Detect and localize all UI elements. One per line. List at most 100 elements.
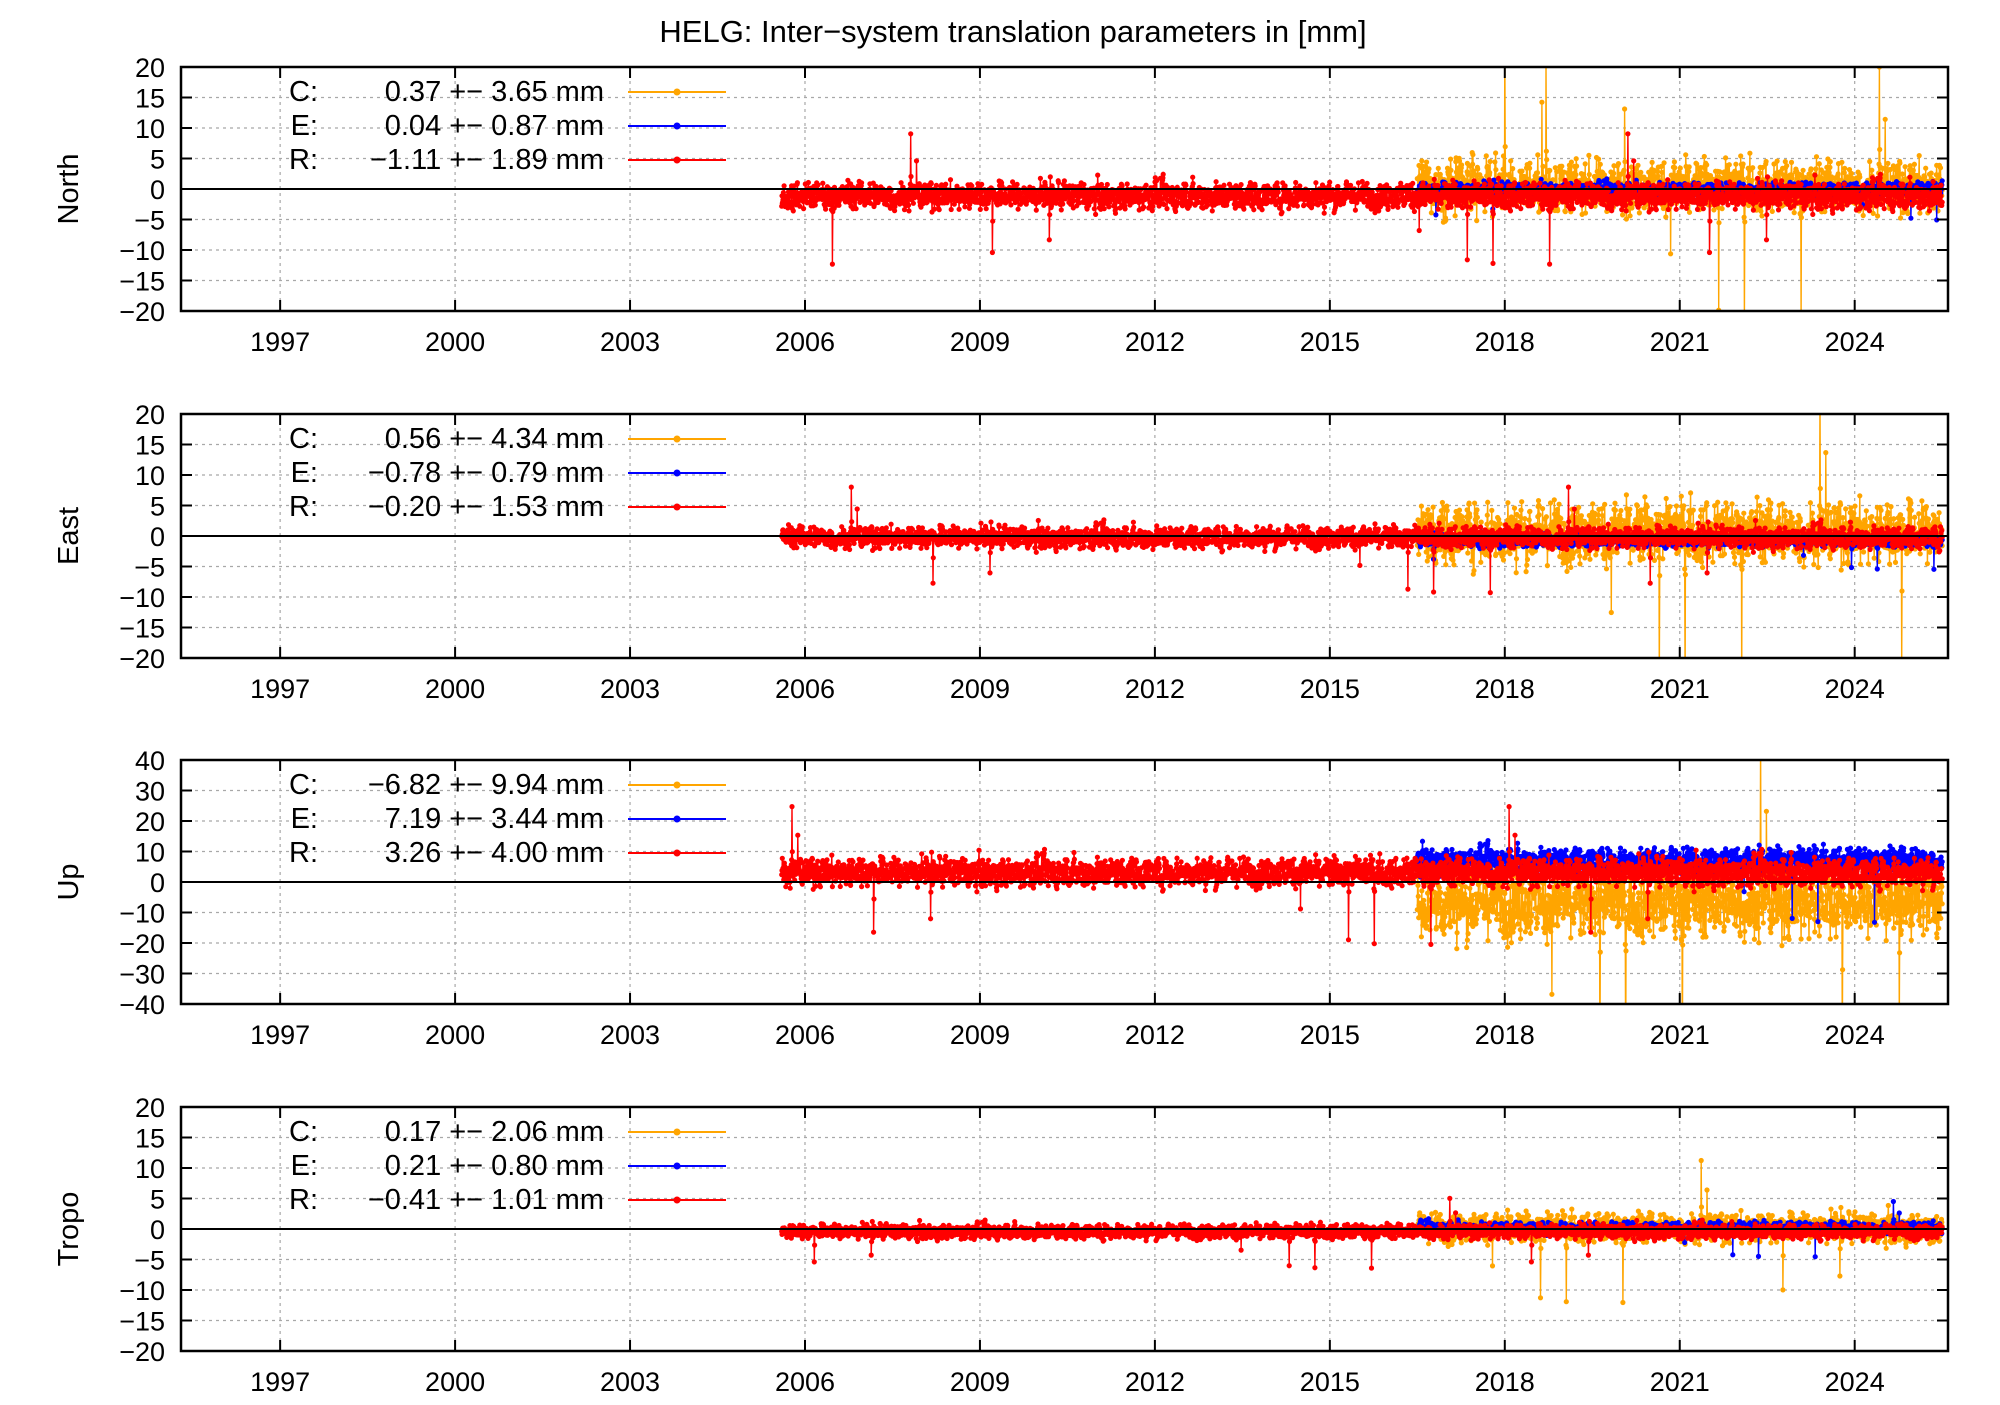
legend-stats-C: 0.17 +− 2.06 mm xyxy=(385,1116,604,1148)
y-tick-label: 10 xyxy=(135,838,165,868)
y-tick-label: 15 xyxy=(135,84,165,114)
legend-label-R: R: xyxy=(289,491,318,523)
legend-stats-E: 7.19 +− 3.44 mm xyxy=(385,803,604,835)
legend-stats-E: 0.04 +− 0.87 mm xyxy=(385,110,604,142)
x-tick-label: 2000 xyxy=(425,674,485,704)
chart-title: HELG: Inter−system translation parameter… xyxy=(659,14,1366,49)
series-R xyxy=(779,1195,1945,1271)
x-tick-label: 2018 xyxy=(1475,1367,1535,1397)
x-tick-label: 2009 xyxy=(950,1367,1010,1397)
x-tick-label: 2021 xyxy=(1650,1367,1710,1397)
legend: C: −6.82 +− 9.94 mm E: 7.19 +− 3.44 mm R: 3.2… xyxy=(289,769,726,869)
y-tick-label: 20 xyxy=(135,400,165,430)
y-tick-label: −20 xyxy=(119,297,165,327)
x-tick-label: 2006 xyxy=(775,674,835,704)
series-points-E xyxy=(1414,837,1945,925)
legend: C: 0.37 +− 3.65 mm E: 0.04 +− 0.87 mm R: −1.1… xyxy=(289,76,726,176)
series-points-R xyxy=(779,803,1945,947)
y-tick-label: −5 xyxy=(134,1246,165,1276)
y-tick-label: −40 xyxy=(119,990,165,1020)
y-tick-label: 10 xyxy=(135,114,165,144)
legend-label-E: E: xyxy=(291,457,318,489)
x-tick-label: 2012 xyxy=(1125,1020,1185,1050)
legend-swatch-dot-C xyxy=(673,435,681,443)
legend-swatch-dot-E xyxy=(673,469,681,477)
series-points-R xyxy=(779,1195,1945,1271)
x-tick-label: 2021 xyxy=(1650,674,1710,704)
legend-stats-R: −0.41 +− 1.01 mm xyxy=(368,1184,604,1216)
legend-label-C: C: xyxy=(289,769,318,801)
data-layer xyxy=(779,67,1945,311)
y-tick-label: −5 xyxy=(134,206,165,236)
x-tick-label: 2015 xyxy=(1300,1367,1360,1397)
y-tick-label: 30 xyxy=(135,777,165,807)
x-tick-label: 2015 xyxy=(1300,327,1360,357)
x-tick-label: 2024 xyxy=(1825,674,1885,704)
y-tick-label: −20 xyxy=(119,644,165,674)
legend-swatch-dot-R xyxy=(673,156,681,164)
y-tick-label: 0 xyxy=(150,522,165,552)
x-tick-label: 2003 xyxy=(600,327,660,357)
x-tick-label: 2012 xyxy=(1125,1367,1185,1397)
y-tick-label: −10 xyxy=(119,1276,165,1306)
y-axis-label: East xyxy=(53,507,85,565)
y-tick-label: −10 xyxy=(119,236,165,266)
y-tick-label: 5 xyxy=(150,145,165,175)
y-tick-label: −10 xyxy=(119,899,165,929)
legend-stats-R: 3.26 +− 4.00 mm xyxy=(385,837,604,869)
x-tick-label: 2024 xyxy=(1825,1020,1885,1050)
legend: C: 0.56 +− 4.34 mm E: −0.78 +− 0.79 mm R: −0.… xyxy=(289,423,726,523)
x-tick-label: 2000 xyxy=(425,1020,485,1050)
series-C xyxy=(1414,760,1945,1004)
y-tick-label: 5 xyxy=(150,1185,165,1215)
x-tick-label: 2003 xyxy=(600,1367,660,1397)
legend-label-R: R: xyxy=(289,144,318,176)
data-layer xyxy=(779,760,1945,1004)
x-tick-label: 2003 xyxy=(600,674,660,704)
series-R xyxy=(779,803,1945,947)
legend-stats-E: −0.78 +− 0.79 mm xyxy=(368,457,604,489)
series-points-R xyxy=(779,484,1945,596)
legend-swatch-dot-C xyxy=(673,781,681,789)
legend: C: 0.17 +− 2.06 mm E: 0.21 +− 0.80 mm R: −0.4… xyxy=(289,1116,726,1216)
y-axis-label: North xyxy=(53,154,85,225)
x-tick-label: 1997 xyxy=(250,1020,310,1050)
x-tick-label: 2012 xyxy=(1125,327,1185,357)
x-tick-label: 2018 xyxy=(1475,674,1535,704)
y-tick-label: 5 xyxy=(150,492,165,522)
y-tick-label: 20 xyxy=(135,1093,165,1123)
legend-label-C: C: xyxy=(289,76,318,108)
x-tick-label: 2012 xyxy=(1125,674,1185,704)
x-tick-label: 2006 xyxy=(775,1367,835,1397)
legend-stats-R: −1.11 +− 1.89 mm xyxy=(370,144,604,176)
legend-label-E: E: xyxy=(291,803,318,835)
y-tick-label: −5 xyxy=(134,553,165,583)
legend-swatch-dot-E xyxy=(673,1162,681,1170)
series-R xyxy=(779,131,1945,267)
y-tick-label: −15 xyxy=(119,614,165,644)
legend-stats-C: 0.37 +− 3.65 mm xyxy=(385,76,604,108)
y-tick-label: 20 xyxy=(135,807,165,837)
x-tick-label: 2009 xyxy=(950,327,1010,357)
x-tick-label: 2003 xyxy=(600,1020,660,1050)
legend-label-R: R: xyxy=(289,1184,318,1216)
legend-stats-R: −0.20 +− 1.53 mm xyxy=(368,491,604,523)
legend-swatch-dot-E xyxy=(673,815,681,823)
x-tick-label: 2006 xyxy=(775,1020,835,1050)
y-tick-label: −15 xyxy=(119,267,165,297)
y-tick-label: 0 xyxy=(150,1215,165,1245)
x-tick-label: 2009 xyxy=(950,674,1010,704)
y-tick-label: −15 xyxy=(119,1307,165,1337)
y-tick-label: −20 xyxy=(119,1337,165,1367)
y-tick-label: 15 xyxy=(135,431,165,461)
y-tick-label: 40 xyxy=(135,746,165,776)
y-tick-label: −20 xyxy=(119,929,165,959)
y-axis-label: Up xyxy=(53,863,85,900)
y-tick-label: −10 xyxy=(119,583,165,613)
y-tick-label: 10 xyxy=(135,461,165,491)
x-tick-label: 2015 xyxy=(1300,1020,1360,1050)
